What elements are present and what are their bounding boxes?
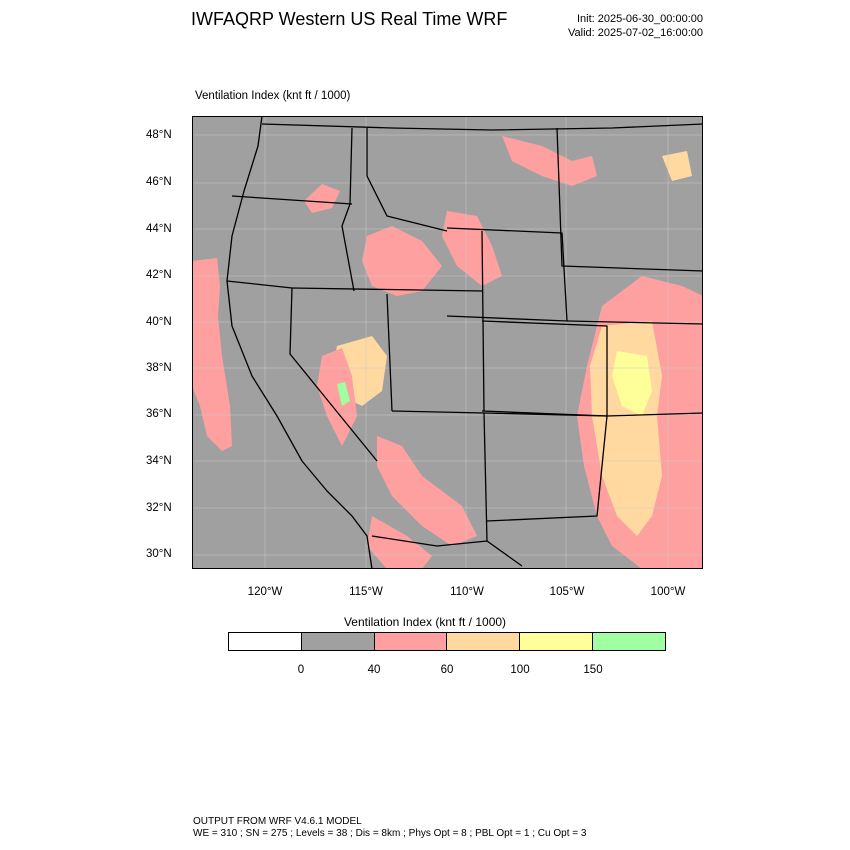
border-idnv-ut xyxy=(291,287,483,292)
region-kansas-core xyxy=(612,351,652,416)
region-nevada-west xyxy=(317,348,357,446)
colorbar-title: Ventilation Index (knt ft / 1000) xyxy=(343,615,507,629)
forecast-map xyxy=(192,116,703,569)
canada-border xyxy=(261,123,703,131)
lat-label: 32°N xyxy=(146,502,172,514)
region-oregon-spot xyxy=(304,184,340,213)
lat-label: 36°N xyxy=(146,408,172,420)
map-title: IWFAQRP Western US Real Time WRF xyxy=(191,9,508,29)
region-mexico-coast xyxy=(367,516,432,569)
ventilation-regions xyxy=(192,136,703,569)
border-nv-ut xyxy=(386,293,393,412)
region-pacific-coast xyxy=(192,258,232,451)
colorbar xyxy=(228,632,666,651)
colorbar-segment xyxy=(301,633,375,650)
colorbar-tick: 150 xyxy=(583,664,603,676)
border-wy xyxy=(446,227,568,322)
map-frame xyxy=(192,116,703,569)
state-borders xyxy=(226,116,703,569)
colorbar-segment xyxy=(374,633,448,650)
colorbar-segment xyxy=(520,633,594,650)
region-idaho xyxy=(362,226,442,296)
border-idaho-west xyxy=(341,127,355,292)
border-co xyxy=(481,320,608,417)
border-nm-tx xyxy=(483,412,608,522)
init-time: Init: 2025-06-30_00:00:00 xyxy=(577,13,703,25)
graticule xyxy=(192,116,703,569)
pacific-coastline xyxy=(226,116,373,569)
colorbar-tick: 100 xyxy=(510,664,530,676)
region-nevada-green xyxy=(337,382,350,406)
region-north-dakota xyxy=(662,151,692,181)
lon-label: 120°W xyxy=(247,586,283,598)
colorbar-segment xyxy=(593,633,665,650)
lat-label: 42°N xyxy=(146,269,172,281)
border-or-ca xyxy=(226,280,293,289)
border-ks-ok xyxy=(606,412,703,417)
lon-label: 105°W xyxy=(549,586,585,598)
border-ne-ks xyxy=(566,320,703,325)
lon-label: 110°W xyxy=(450,586,484,598)
lat-label: 30°N xyxy=(146,548,172,560)
variable-label: Ventilation Index (knt ft / 1000) xyxy=(195,90,351,102)
colorbar-segment xyxy=(447,633,521,650)
lat-label: 40°N xyxy=(146,316,172,328)
lat-label: 48°N xyxy=(146,129,172,141)
region-montana xyxy=(502,136,597,186)
border-dakotas xyxy=(556,127,703,272)
region-wyoming xyxy=(442,211,502,286)
border-mexico xyxy=(371,535,523,567)
footer-model: OUTPUT FROM WRF V4.6.1 MODEL xyxy=(193,816,362,827)
colorbar-tick: 0 xyxy=(297,664,305,676)
valid-time: Valid: 2025-07-02_16:00:00 xyxy=(568,27,703,39)
region-southwest-desert xyxy=(377,436,477,546)
colorbar-segment xyxy=(229,633,302,650)
border-ca-nv xyxy=(289,287,378,462)
colorbar-tick: 40 xyxy=(367,664,381,676)
border-wa-or xyxy=(231,195,353,205)
lat-label: 38°N xyxy=(146,362,172,374)
border-id-mt xyxy=(366,128,448,232)
lat-label: 46°N xyxy=(146,176,172,188)
footer-config: WE = 310 ; SN = 275 ; Levels = 38 ; Dis … xyxy=(193,828,587,839)
lon-label: 115°W xyxy=(349,586,383,598)
colorbar-tick: 60 xyxy=(440,664,454,676)
lon-label: 100°W xyxy=(650,586,686,598)
lat-label: 34°N xyxy=(146,455,172,467)
lat-label: 44°N xyxy=(146,223,172,235)
